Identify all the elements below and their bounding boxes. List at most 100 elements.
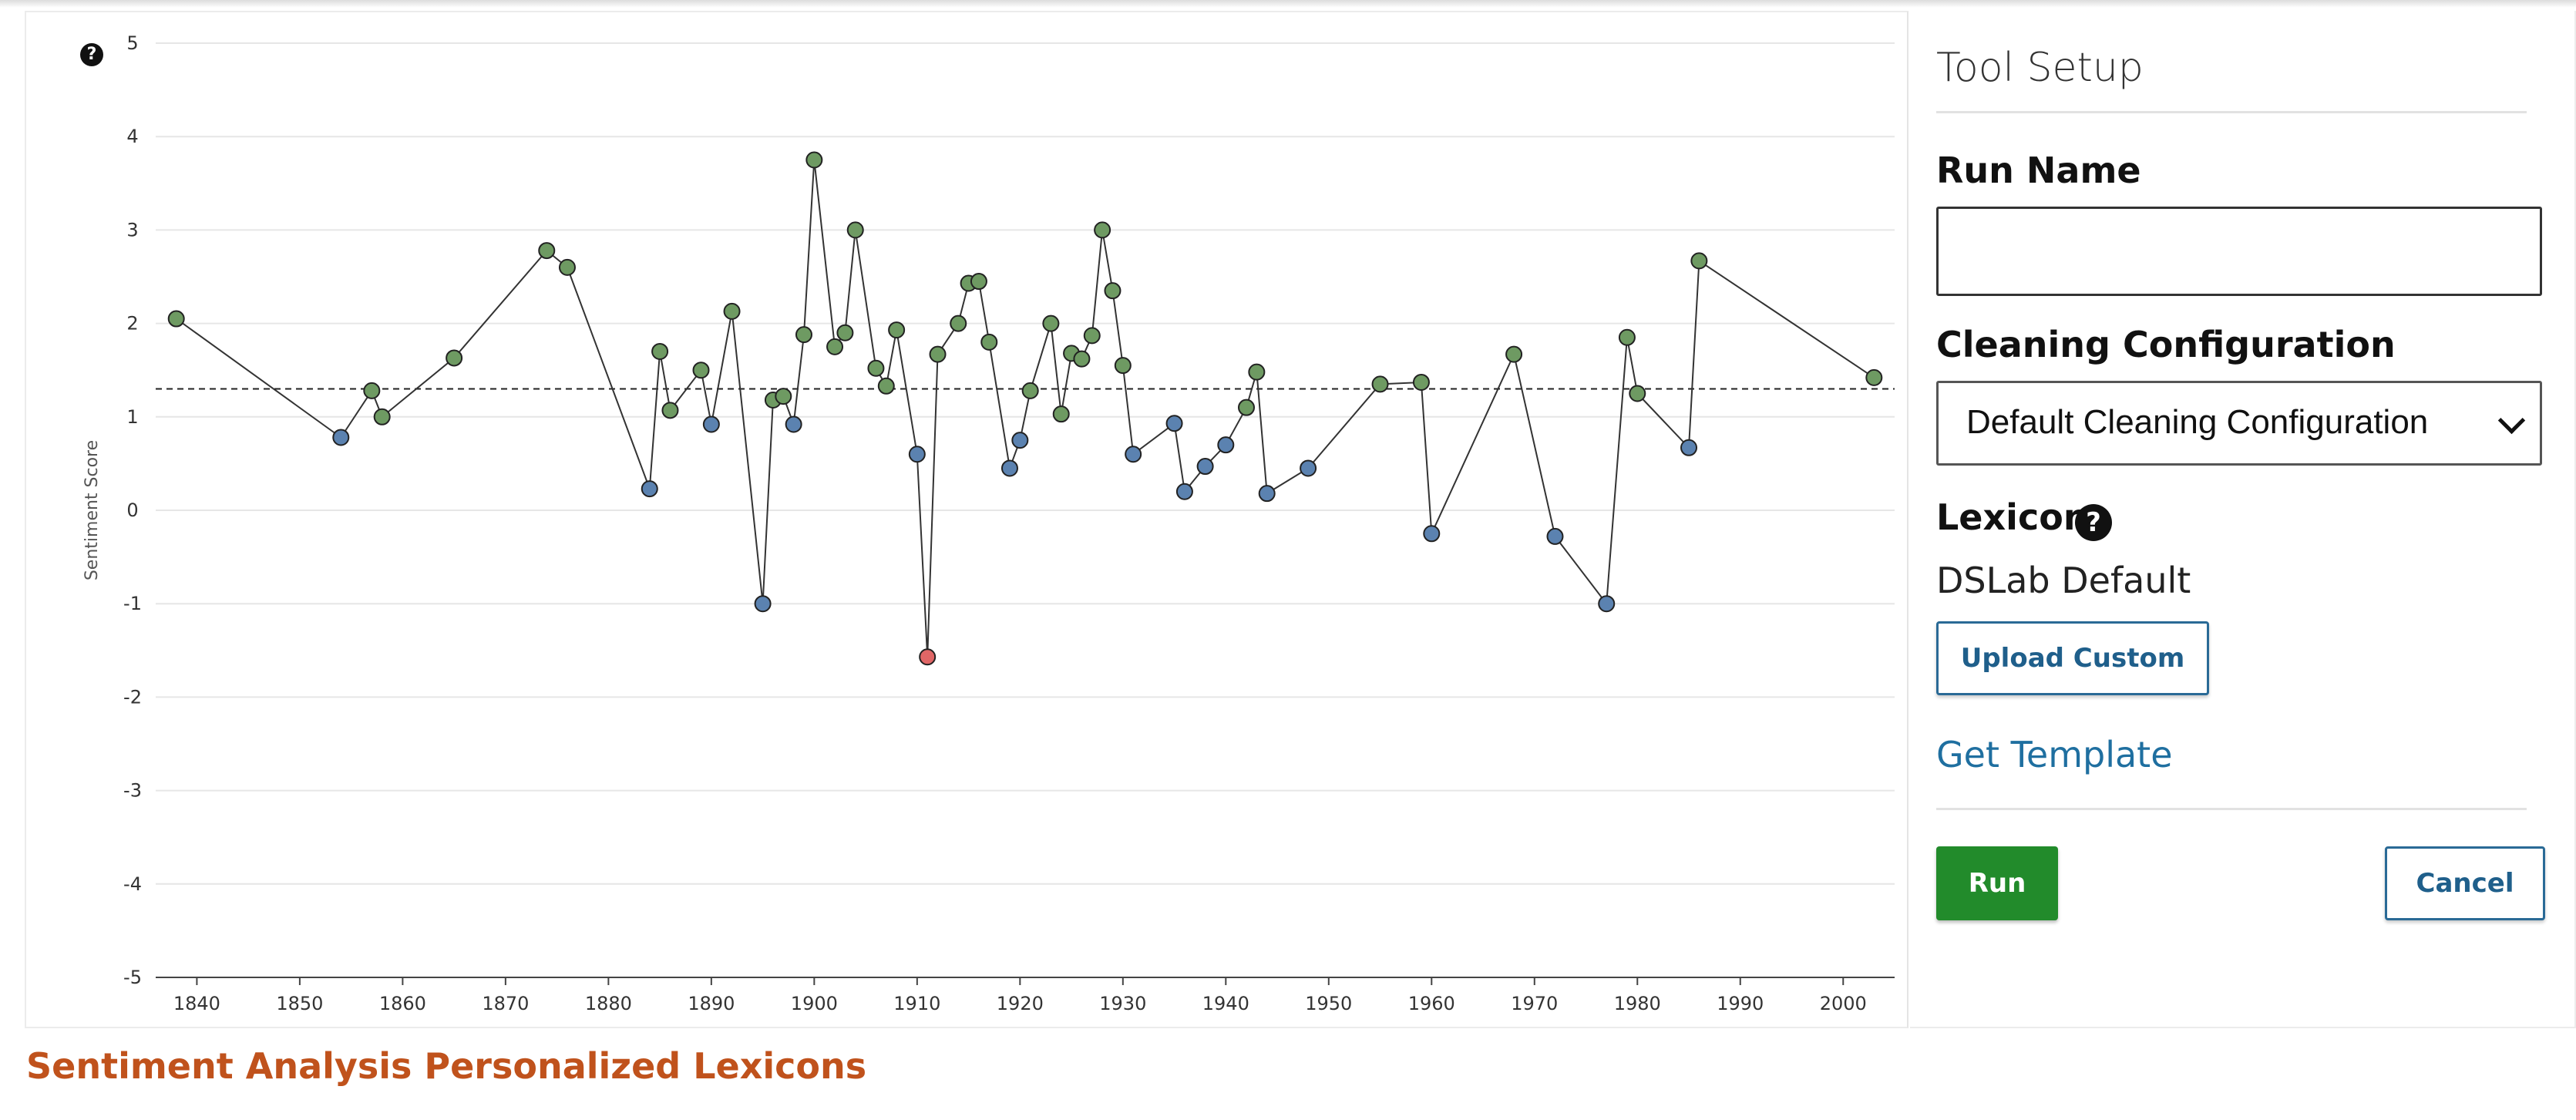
- x-tick-label: 1890: [688, 993, 735, 1014]
- data-point[interactable]: [1238, 399, 1256, 416]
- y-tick-label: -3: [123, 780, 142, 802]
- data-point[interactable]: [826, 338, 844, 355]
- x-tick-label: 1990: [1717, 993, 1764, 1014]
- data-point[interactable]: [867, 359, 885, 377]
- x-tick-label: 1980: [1614, 993, 1661, 1014]
- data-point[interactable]: [1104, 282, 1122, 300]
- data-point[interactable]: [1114, 357, 1132, 375]
- x-tick-label: 1910: [893, 993, 940, 1014]
- data-point[interactable]: [1300, 459, 1317, 477]
- data-point[interactable]: [950, 314, 967, 332]
- data-point[interactable]: [980, 333, 998, 351]
- data-point[interactable]: [795, 326, 812, 344]
- y-tick-label: 1: [126, 406, 138, 428]
- data-point[interactable]: [702, 415, 720, 433]
- x-tick-label: 1870: [482, 993, 529, 1014]
- grid: [156, 42, 1895, 978]
- data-point[interactable]: [785, 415, 802, 433]
- data-point[interactable]: [1371, 375, 1389, 393]
- data-point[interactable]: [1000, 459, 1018, 477]
- data-point[interactable]: [1618, 328, 1636, 346]
- data-point[interactable]: [1011, 432, 1029, 449]
- upload-custom-button[interactable]: Upload Custom: [1936, 621, 2209, 695]
- data-point[interactable]: [919, 648, 937, 666]
- sentiment-chart: 5 4 3 2 1 0 -1 -2 -3 -4 -5 1840 1850 1860 1870 1880 189…: [82, 32, 1895, 1014]
- data-point[interactable]: [805, 151, 823, 169]
- data-point[interactable]: [1629, 385, 1646, 402]
- get-template-link[interactable]: Get Template: [1936, 734, 2173, 775]
- data-point[interactable]: [1248, 363, 1266, 381]
- data-point[interactable]: [661, 402, 679, 419]
- data-point[interactable]: [1505, 345, 1523, 363]
- data-point[interactable]: [1217, 436, 1235, 454]
- data-point[interactable]: [1865, 368, 1883, 386]
- data-point[interactable]: [1423, 525, 1441, 543]
- data-point[interactable]: [1052, 405, 1070, 423]
- data-point[interactable]: [692, 362, 710, 379]
- x-tick-labels: 1840 1850 1860 1870 1880 1890 1900 1910 1920 1930…: [173, 977, 1867, 1014]
- data-point[interactable]: [1094, 221, 1111, 239]
- data-point[interactable]: [970, 273, 987, 291]
- run-name-input[interactable]: [1936, 207, 2542, 296]
- data-point[interactable]: [1546, 527, 1564, 545]
- run-button[interactable]: Run: [1936, 846, 2058, 920]
- lexicon-help-icon[interactable]: ?: [2075, 504, 2112, 541]
- data-point[interactable]: [1690, 252, 1708, 270]
- y-tick-label: 3: [126, 219, 138, 240]
- divider: [1936, 808, 2527, 810]
- data-point[interactable]: [723, 302, 741, 320]
- y-tick-labels: 5 4 3 2 1 0 -1 -2 -3 -4 -5: [123, 32, 142, 988]
- data-point[interactable]: [1042, 314, 1060, 332]
- y-tick-label: -1: [123, 593, 142, 614]
- data-point[interactable]: [641, 480, 658, 498]
- data-point[interactable]: [332, 429, 350, 446]
- data-point[interactable]: [1021, 382, 1039, 399]
- data-point[interactable]: [929, 345, 947, 363]
- data-point[interactable]: [167, 310, 185, 328]
- data-point[interactable]: [1083, 327, 1101, 345]
- data-point[interactable]: [1125, 446, 1142, 463]
- lexicon-label: Lexicon: [1936, 496, 2089, 538]
- data-point[interactable]: [1073, 350, 1091, 368]
- setup-title: Tool Setup: [1936, 45, 2144, 91]
- data-point[interactable]: [558, 258, 576, 276]
- x-tick-label: 1940: [1202, 993, 1249, 1014]
- x-tick-label: 1960: [1408, 993, 1455, 1014]
- chevron-down-icon: [2497, 406, 2526, 435]
- y-tick-label: 5: [126, 32, 138, 54]
- data-point[interactable]: [846, 221, 864, 239]
- cancel-button[interactable]: Cancel: [2385, 846, 2545, 920]
- data-point[interactable]: [1598, 595, 1616, 613]
- data-point[interactable]: [446, 349, 463, 367]
- data-point[interactable]: [775, 388, 792, 405]
- data-point[interactable]: [877, 377, 895, 395]
- data-point[interactable]: [836, 324, 854, 341]
- data-point[interactable]: [538, 242, 556, 260]
- data-point[interactable]: [1165, 415, 1183, 432]
- data-point[interactable]: [908, 446, 926, 463]
- chart-help-icon[interactable]: ?: [80, 43, 103, 66]
- cleaning-configuration-select[interactable]: Default Cleaning Configuration: [1936, 381, 2542, 466]
- y-tick-label: 0: [126, 499, 138, 521]
- data-point[interactable]: [363, 382, 381, 399]
- data-point[interactable]: [1258, 485, 1276, 503]
- run-name-label: Run Name: [1936, 150, 2141, 191]
- y-tick-label: -2: [123, 686, 142, 708]
- x-tick-label: 1950: [1305, 993, 1352, 1014]
- data-point[interactable]: [1196, 458, 1214, 476]
- y-tick-label: 4: [126, 126, 138, 147]
- data-point[interactable]: [1175, 483, 1193, 500]
- data-point[interactable]: [651, 342, 669, 360]
- data-point[interactable]: [1412, 373, 1430, 391]
- chart-panel: 5 4 3 2 1 0 -1 -2 -3 -4 -5 1840 1850 1860 1870 1880 189…: [25, 11, 1908, 1028]
- cleaning-configuration-value: Default Cleaning Configuration: [1966, 403, 2429, 441]
- data-point[interactable]: [1680, 439, 1698, 456]
- y-tick-label: -5: [123, 967, 142, 988]
- data-point[interactable]: [373, 408, 391, 425]
- x-tick-label: 1860: [379, 993, 426, 1014]
- data-point[interactable]: [888, 321, 906, 339]
- divider: [1936, 111, 2527, 113]
- y-axis-label: Sentiment Score: [82, 440, 102, 580]
- data-point[interactable]: [754, 595, 772, 613]
- x-tick-label: 1900: [791, 993, 838, 1014]
